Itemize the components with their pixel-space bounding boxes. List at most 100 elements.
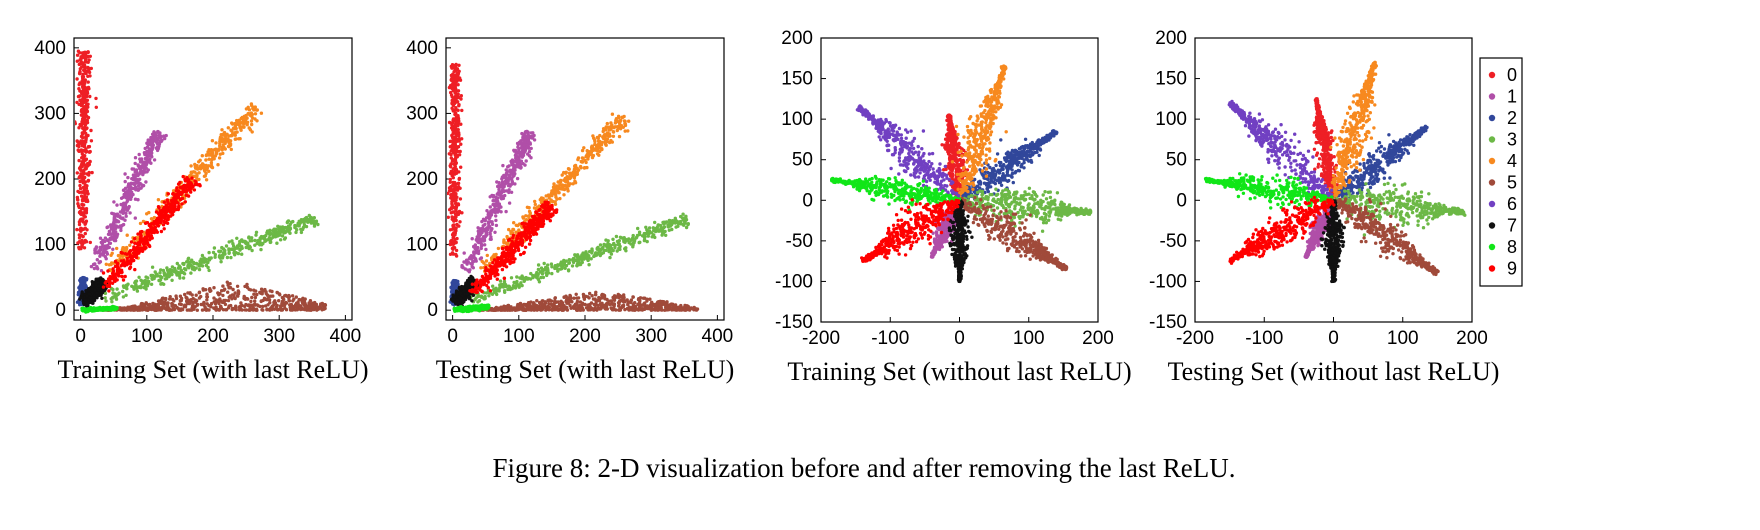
point	[149, 230, 154, 235]
point	[490, 220, 494, 224]
point	[190, 293, 194, 297]
point	[264, 291, 268, 296]
point	[231, 287, 235, 292]
point	[221, 284, 225, 288]
point	[510, 158, 515, 162]
point	[232, 251, 236, 255]
point	[458, 197, 463, 201]
point	[123, 172, 127, 176]
point	[133, 216, 137, 220]
point	[151, 273, 155, 278]
point	[144, 246, 148, 250]
point	[264, 233, 268, 238]
point	[450, 251, 455, 255]
point	[284, 308, 289, 312]
point	[488, 215, 492, 220]
point	[237, 242, 242, 246]
point	[88, 149, 92, 154]
point	[250, 295, 254, 300]
point	[476, 226, 480, 230]
point	[95, 258, 100, 262]
y-tick-label: 100	[34, 235, 66, 256]
point	[308, 219, 312, 224]
point	[197, 267, 202, 272]
point	[229, 147, 233, 152]
point	[203, 169, 207, 173]
point	[287, 228, 291, 232]
point	[133, 241, 137, 245]
point	[148, 238, 152, 242]
point	[259, 247, 263, 252]
point	[83, 119, 87, 123]
point	[202, 300, 206, 305]
x-axis-label: Training Set (with last ReLU)	[57, 355, 368, 384]
point	[81, 108, 85, 113]
point	[294, 230, 298, 235]
point	[78, 70, 82, 75]
point	[243, 116, 247, 121]
point	[93, 288, 97, 292]
point	[183, 177, 187, 182]
point	[507, 188, 511, 192]
point	[213, 306, 217, 310]
point	[76, 198, 80, 202]
point	[459, 94, 463, 98]
point	[292, 304, 297, 309]
point	[152, 215, 157, 220]
point	[323, 306, 327, 311]
point	[213, 255, 217, 259]
point	[222, 130, 227, 135]
point	[457, 176, 462, 181]
point	[101, 285, 106, 289]
point	[186, 260, 191, 265]
point	[175, 186, 179, 190]
point	[270, 232, 274, 236]
point	[296, 303, 300, 308]
point	[452, 70, 456, 74]
point	[253, 299, 257, 303]
point	[487, 224, 491, 228]
data-points	[447, 62, 700, 314]
point	[109, 232, 113, 236]
point	[118, 306, 122, 310]
point	[223, 134, 228, 139]
point	[85, 309, 90, 314]
point	[231, 126, 236, 130]
point	[77, 210, 82, 215]
point	[451, 235, 455, 240]
point	[205, 298, 209, 302]
point	[134, 178, 139, 182]
point	[255, 292, 259, 297]
point	[250, 103, 254, 108]
point	[307, 213, 311, 218]
point	[198, 259, 202, 263]
point	[233, 137, 237, 141]
point	[453, 89, 457, 94]
point	[76, 49, 81, 53]
point	[129, 181, 133, 185]
point	[197, 290, 202, 294]
point	[179, 197, 183, 201]
point	[454, 161, 458, 165]
point	[121, 210, 125, 214]
point	[451, 135, 455, 140]
point	[252, 292, 256, 296]
point	[522, 143, 527, 147]
point	[478, 237, 482, 241]
point	[175, 261, 179, 266]
point	[272, 302, 276, 307]
point	[75, 53, 80, 57]
point	[202, 303, 206, 307]
point	[164, 214, 168, 218]
point	[457, 103, 461, 107]
point	[90, 170, 94, 175]
point	[248, 245, 252, 250]
point	[144, 283, 149, 288]
point	[192, 261, 196, 266]
point	[227, 138, 231, 142]
point	[115, 246, 119, 251]
point	[159, 136, 163, 140]
y-tick-label: 200	[406, 169, 438, 190]
point	[451, 167, 455, 171]
point	[84, 166, 88, 171]
